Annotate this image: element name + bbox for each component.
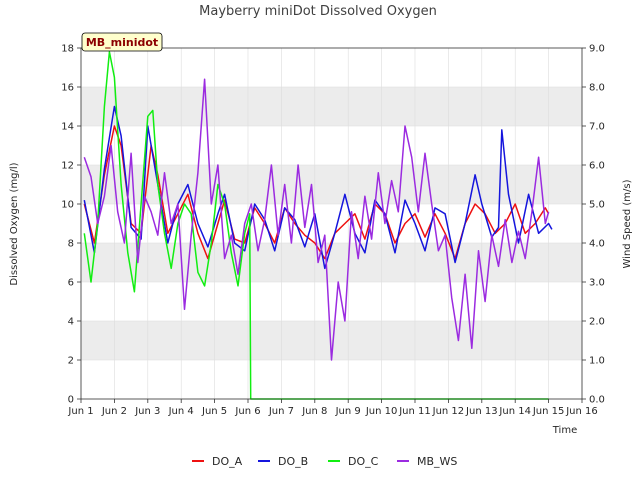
x-tick-label: Jun 16 xyxy=(565,406,598,417)
y-ticks-right: 0.0 1.0 2.0 3.0 4.0 5.0 6.0 7.0 8.0 9.0 xyxy=(582,44,605,406)
legend-label-do-c: DO_C xyxy=(348,455,379,468)
x-tick-label: Jun 10 xyxy=(365,406,398,417)
gridlines xyxy=(80,47,583,400)
x-tick-label: Jun 14 xyxy=(498,406,531,417)
band xyxy=(81,87,582,126)
y-tick-label-right: 8.0 xyxy=(589,83,605,94)
y-tick-label-right: 6.0 xyxy=(589,161,605,172)
legend-label-do-a: DO_A xyxy=(212,455,243,468)
x-tick-label: Jun 9 xyxy=(335,406,361,417)
series-layer xyxy=(83,51,553,400)
y-tick-label-left: 14 xyxy=(61,122,74,133)
y-tick-label-left: 0 xyxy=(68,395,74,406)
site-badge: MB_minidot xyxy=(81,32,163,52)
x-tick-label: Jun 1 xyxy=(67,406,93,417)
legend: DO_A DO_B DO_C MB_WS xyxy=(192,455,457,468)
band xyxy=(81,165,582,204)
y-tick-label-left: 8 xyxy=(68,239,74,250)
x-tick-label: Jun 15 xyxy=(532,406,565,417)
y-tick-label-left: 12 xyxy=(61,161,74,172)
x-tick-label: Jun 2 xyxy=(101,406,127,417)
y-tick-label-left: 10 xyxy=(61,200,74,211)
series-line-do-c xyxy=(83,51,549,400)
y-axis-label-left: Dissolved Oxygen (mg/l) xyxy=(9,162,20,285)
y-tick-label-right: 1.0 xyxy=(589,356,605,367)
legend-label-mb-ws: MB_WS xyxy=(417,455,457,468)
band xyxy=(81,243,582,282)
plot-frame xyxy=(80,47,583,400)
chart-title: Mayberry miniDot Dissolved Oxygen xyxy=(199,4,437,19)
x-tick-label: Jun 7 xyxy=(268,406,294,417)
x-tick-label: Jun 13 xyxy=(465,406,498,417)
x-tick-label: Jun 6 xyxy=(234,406,260,417)
site-badge-label: MB_minidot xyxy=(86,36,158,49)
background-bands xyxy=(81,87,582,360)
x-axis-label: Time xyxy=(552,425,577,436)
y-tick-label-left: 2 xyxy=(68,356,74,367)
y-ticks-left: 0 2 4 6 8 10 12 14 16 18 xyxy=(61,44,81,406)
y-tick-label-left: 6 xyxy=(68,278,74,289)
y-axis-label-right: Wind Speed (m/s) xyxy=(622,179,633,268)
x-ticks: Jun 1 Jun 2 Jun 3 Jun 4 Jun 5 Jun 6 Jun 7 Jun 8… xyxy=(67,399,598,417)
x-tick-label: Jun 3 xyxy=(134,406,160,417)
y-tick-label-left: 4 xyxy=(68,317,74,328)
x-tick-label: Jun 8 xyxy=(301,406,327,417)
y-tick-label-right: 2.0 xyxy=(589,317,605,328)
y-tick-label-right: 4.0 xyxy=(589,239,605,250)
legend-label-do-b: DO_B xyxy=(278,455,308,468)
y-tick-label-left: 18 xyxy=(61,44,74,55)
y-tick-label-right: 5.0 xyxy=(589,200,605,211)
y-tick-label-right: 0.0 xyxy=(589,395,605,406)
y-tick-label-right: 7.0 xyxy=(589,122,605,133)
x-tick-label: Jun 12 xyxy=(432,406,465,417)
x-tick-label: Jun 4 xyxy=(168,406,194,417)
y-tick-label-left: 16 xyxy=(61,83,74,94)
y-tick-label-right: 9.0 xyxy=(589,44,605,55)
y-tick-label-right: 3.0 xyxy=(589,278,605,289)
x-tick-label: Jun 11 xyxy=(398,406,431,417)
series-line-mb-ws xyxy=(83,78,550,361)
x-tick-label: Jun 5 xyxy=(201,406,227,417)
